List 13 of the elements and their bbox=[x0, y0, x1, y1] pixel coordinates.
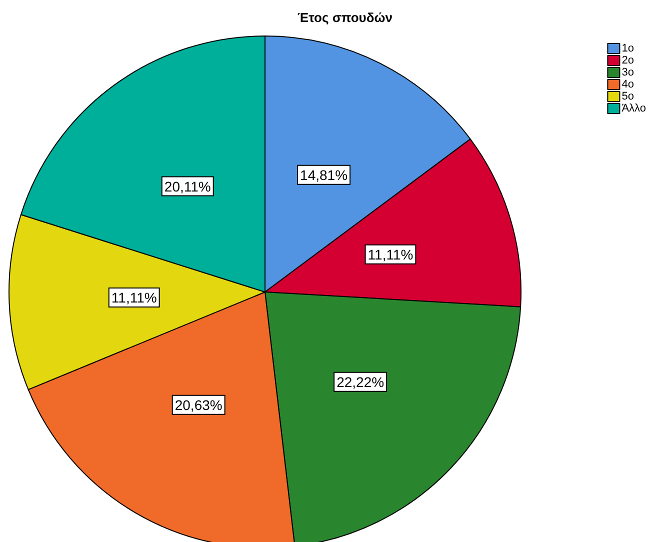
data-label: 20,63% bbox=[174, 396, 222, 413]
legend-label: 2ο bbox=[622, 54, 634, 66]
data-label: 11,11% bbox=[368, 246, 414, 262]
legend-label: 5ο bbox=[622, 90, 634, 102]
legend-label: 4ο bbox=[622, 78, 634, 90]
chart-title: Έτος σπουδών bbox=[298, 10, 392, 25]
legend-label: 1ο bbox=[622, 42, 634, 54]
legend-label: Άλλο bbox=[622, 102, 646, 114]
data-label: 11,11% bbox=[111, 289, 157, 306]
data-label: 22,22% bbox=[336, 374, 384, 390]
data-label: 20,11% bbox=[164, 178, 211, 194]
data-label: 14,81% bbox=[300, 166, 348, 183]
legend-label: 3ο bbox=[622, 66, 634, 78]
